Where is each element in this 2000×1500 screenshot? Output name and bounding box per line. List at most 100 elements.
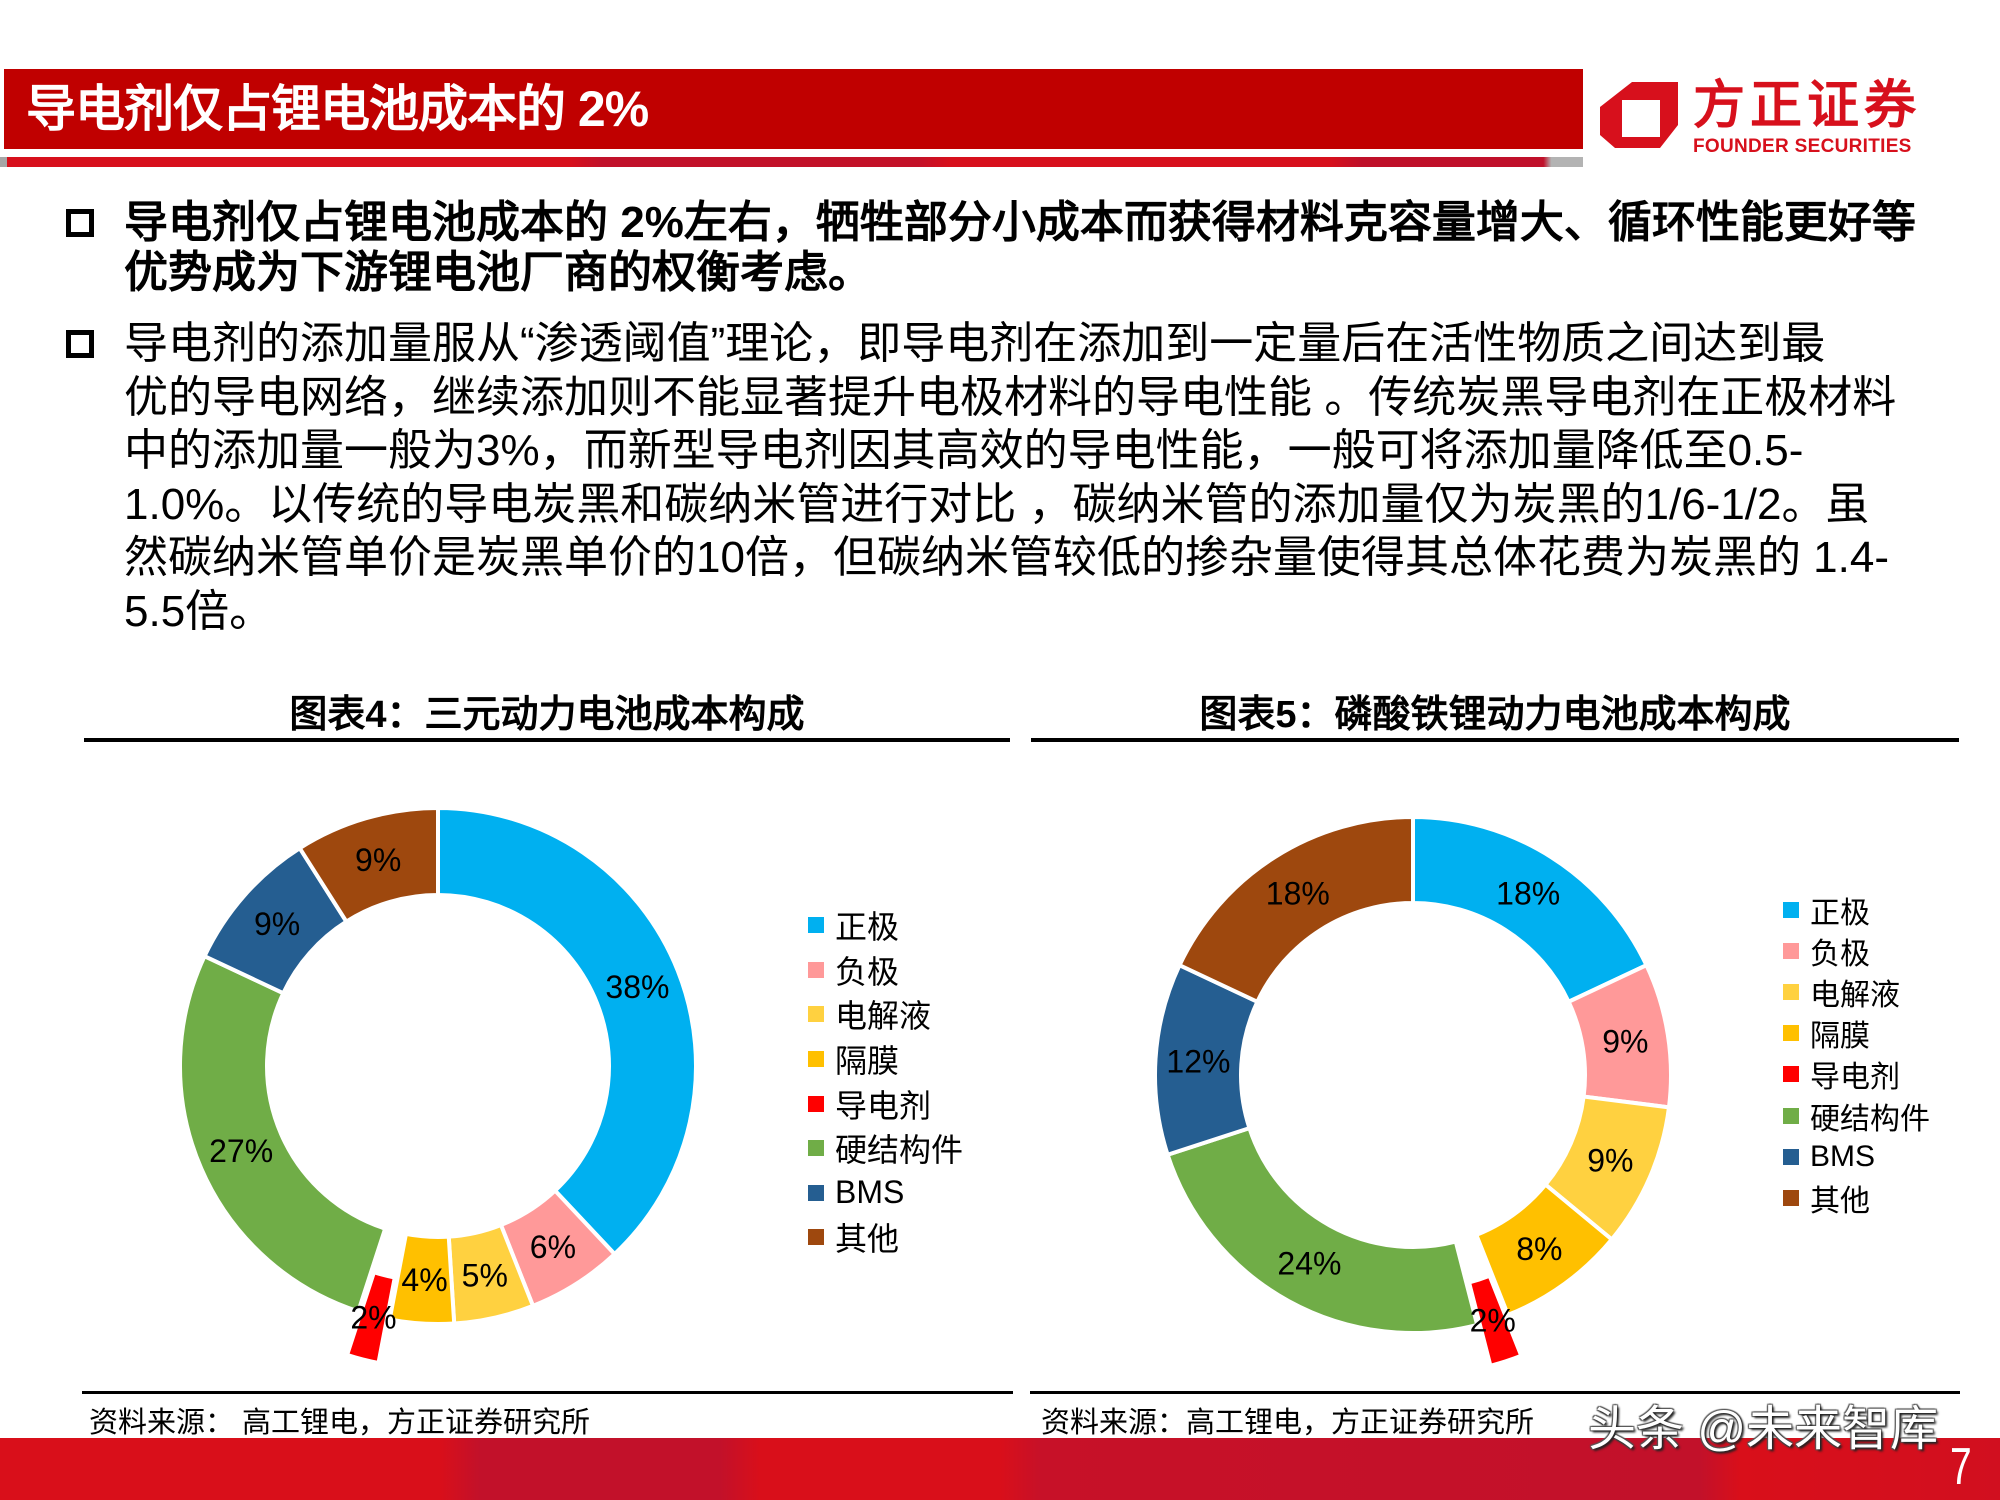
- legend-label: BMS: [835, 1174, 905, 1211]
- text-line: 优的导电网络，继续添加则不能显著提升电极材料的导电性能 。传统炭黑导电剂在正极材…: [124, 372, 1897, 422]
- legend-swatch-icon: [808, 1051, 824, 1068]
- donut-slice: [178, 953, 388, 1314]
- legend-label: 硬结构件: [835, 1132, 964, 1169]
- donut-chart-ncm: 38% 6% 5% 4%2% 27% 9% 9%: [178, 805, 698, 1366]
- text-line: 5.5倍。: [124, 586, 274, 636]
- slice-label: 8%: [1516, 1231, 1562, 1267]
- logo-chinese-name: 方正证券: [1693, 77, 1922, 135]
- legend-label: 硬结构件: [1810, 1102, 1930, 1136]
- chart-title-lfp: 图表5：磷酸铁锂动力电池成本构成: [1199, 694, 1791, 736]
- legend-swatch-icon: [808, 1184, 824, 1201]
- legend-item: 导电剂: [808, 1081, 963, 1126]
- founder-securities-logo: 方正证券 FOUNDER SECURITIES: [1598, 78, 1928, 163]
- text-line: 中的添加量一般为3%，而新型导电剂因其高效的导电性能，一般可将添加量降低至0.5…: [124, 426, 1804, 475]
- legend-swatch-icon: [808, 917, 824, 934]
- bullet-square-icon: [66, 209, 94, 237]
- legend-label: BMS: [1810, 1139, 1876, 1173]
- slice-label: 5%: [462, 1257, 508, 1293]
- page-title: 导电剂仅占锂电池成本的 2%: [26, 81, 649, 137]
- chart-bottom-rule: [1030, 1391, 1960, 1394]
- legend-label: 隔膜: [1810, 1020, 1870, 1054]
- chart-title-rule: [1031, 738, 1959, 742]
- donut-slice: [1473, 1181, 1615, 1318]
- slice-label: 12%: [1166, 1044, 1230, 1080]
- legend-item: 导电剂: [1783, 1054, 1930, 1095]
- legend-item: 硬结构件: [808, 1126, 963, 1171]
- donut-slice: [1466, 1273, 1524, 1369]
- footer-band: [0, 1438, 2000, 1500]
- legend-label: 正极: [835, 909, 900, 946]
- watermark-text: 头条 @未来智库: [1588, 1403, 1939, 1456]
- slice-label: 9%: [254, 906, 300, 942]
- chart-title-ncm: 图表4：三元动力电池成本构成: [289, 694, 805, 736]
- donut-slice: [344, 1269, 398, 1366]
- slice-label: 9%: [355, 842, 401, 878]
- legend-swatch-icon: [808, 1140, 824, 1157]
- donut-slice: [1165, 1125, 1480, 1335]
- slice-label: 9%: [1587, 1142, 1633, 1178]
- legend-item: BMS: [808, 1171, 963, 1216]
- legend-item: 正极: [808, 903, 963, 948]
- title-underline-strip: [0, 157, 1583, 167]
- slice-label: 18%: [1496, 875, 1560, 911]
- legend-label: 正极: [1810, 896, 1870, 930]
- page-number: 7: [1950, 1438, 1972, 1496]
- legend-label: 电解液: [835, 998, 932, 1035]
- donut-slice: [1176, 814, 1415, 1005]
- slice-label: 18%: [1266, 875, 1330, 911]
- legend-label: 负极: [835, 953, 900, 990]
- slice-label: 9%: [1602, 1023, 1648, 1059]
- legend-swatch-icon: [1783, 1107, 1799, 1124]
- legend-swatch-icon: [1783, 1148, 1799, 1165]
- slice-label: 24%: [1277, 1245, 1341, 1281]
- legend-item: BMS: [1783, 1136, 1930, 1177]
- legend-label: 隔膜: [835, 1043, 900, 1080]
- legend-swatch-icon: [808, 1006, 824, 1023]
- text-line: 1.0%。以传统的导电炭黑和碳纳米管进行对比 ，碳纳米管的添加量仅为炭黑的1/6…: [124, 479, 1870, 529]
- legend-swatch-icon: [1783, 942, 1799, 959]
- text-line: 优势成为下游锂电池厂商的权衡考虑。: [124, 248, 872, 297]
- logo-mark-icon: [1600, 82, 1678, 148]
- slice-label: 27%: [209, 1133, 273, 1169]
- chart-bottom-rule: [82, 1391, 1013, 1394]
- legend-swatch-icon: [1783, 1025, 1799, 1042]
- chart-source-note: 资料来源： 高工锂电，方正证券研究所: [89, 1407, 591, 1439]
- legend-swatch-icon: [1783, 1189, 1799, 1206]
- donut-slice: [296, 805, 440, 925]
- chart-legend-lfp: 正极 负极 电解液 隔膜 导电剂 硬结构件 BMS 其他: [1783, 889, 1930, 1219]
- legend-item: 其他: [1783, 1177, 1930, 1218]
- legend-label: 其他: [1810, 1184, 1870, 1218]
- legend-item: 负极: [1783, 930, 1930, 971]
- legend-label: 其他: [835, 1221, 900, 1258]
- chart-source-note: 资料来源：高工锂电，方正证券研究所: [1041, 1407, 1535, 1439]
- donut-slice: [436, 805, 698, 1257]
- slice-label: 4%: [401, 1262, 447, 1298]
- bullet-square-icon: [66, 330, 94, 358]
- legend-item: 正极: [1783, 889, 1930, 930]
- legend-item: 隔膜: [1783, 1013, 1930, 1054]
- legend-item: 负极: [808, 948, 963, 993]
- legend-swatch-icon: [808, 961, 824, 978]
- legend-item: 硬结构件: [1783, 1095, 1930, 1136]
- slice-label: 38%: [605, 969, 669, 1005]
- slice-label: 2%: [350, 1299, 396, 1335]
- text-line: 导电剂仅占锂电池成本的 2%左右，牺牲部分小成本而获得材料克容量增大、循环性能更…: [124, 198, 1916, 247]
- legend-item: 电解液: [808, 992, 963, 1037]
- slice-label: 2%: [1470, 1302, 1516, 1338]
- text-line: 然碳纳米管单价是炭黑单价的10倍，但碳纳米管较低的掺杂量使得其总体花费为炭黑的 …: [124, 533, 1889, 582]
- legend-item: 隔膜: [808, 1037, 963, 1082]
- donut-chart-lfp: 18% 9% 9% 8%2% 24% 12% 18%: [1153, 814, 1673, 1369]
- legend-swatch-icon: [1783, 1066, 1799, 1083]
- legend-label: 导电剂: [1810, 1061, 1900, 1095]
- bullet-paragraph-2: 导电剂的添加量服从“渗透阈值”理论，即导电剂在添加到一定量后在活性物质之间达到最…: [124, 317, 1940, 638]
- text-line: 导电剂的添加量服从“渗透阈值”理论，即导电剂在添加到一定量后在活性物质之间达到最: [124, 319, 1826, 368]
- chart-legend-ncm: 正极 负极 电解液 隔膜 导电剂 硬结构件 BMS 其他: [808, 903, 963, 1260]
- legend-item: 电解液: [1783, 971, 1930, 1012]
- legend-swatch-icon: [1783, 983, 1799, 1000]
- chart-title-rule: [84, 738, 1010, 742]
- legend-swatch-icon: [1783, 901, 1799, 918]
- legend-swatch-icon: [808, 1095, 824, 1112]
- legend-label: 电解液: [1810, 978, 1900, 1012]
- title-bar: 导电剂仅占锂电池成本的 2%: [4, 69, 1583, 149]
- legend-item: 其他: [808, 1215, 963, 1260]
